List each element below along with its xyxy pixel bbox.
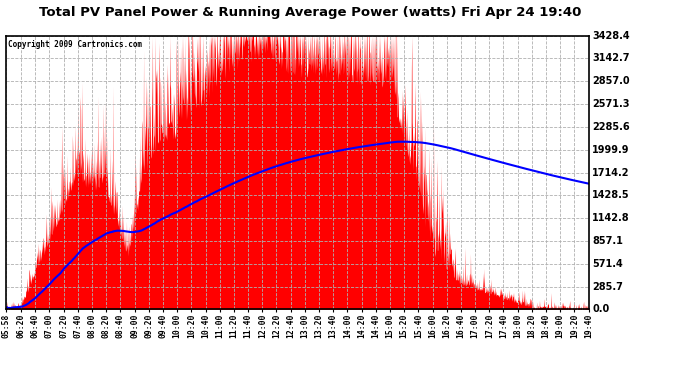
Text: 285.7: 285.7 bbox=[592, 282, 623, 292]
Text: 3142.7: 3142.7 bbox=[592, 54, 629, 63]
Text: 857.1: 857.1 bbox=[592, 236, 623, 246]
Text: 0.0: 0.0 bbox=[592, 304, 609, 314]
Text: 3428.4: 3428.4 bbox=[592, 31, 630, 40]
Text: 1714.2: 1714.2 bbox=[592, 168, 629, 177]
Text: Copyright 2009 Cartronics.com: Copyright 2009 Cartronics.com bbox=[8, 40, 143, 49]
Text: 1142.8: 1142.8 bbox=[592, 213, 630, 223]
Text: 1999.9: 1999.9 bbox=[592, 145, 629, 154]
Text: 2285.6: 2285.6 bbox=[592, 122, 630, 132]
Text: 2571.3: 2571.3 bbox=[592, 99, 629, 109]
Text: 1428.5: 1428.5 bbox=[592, 190, 630, 200]
Text: 2857.0: 2857.0 bbox=[592, 76, 630, 86]
Text: 571.4: 571.4 bbox=[592, 259, 623, 269]
Text: Total PV Panel Power & Running Average Power (watts) Fri Apr 24 19:40: Total PV Panel Power & Running Average P… bbox=[39, 6, 582, 19]
